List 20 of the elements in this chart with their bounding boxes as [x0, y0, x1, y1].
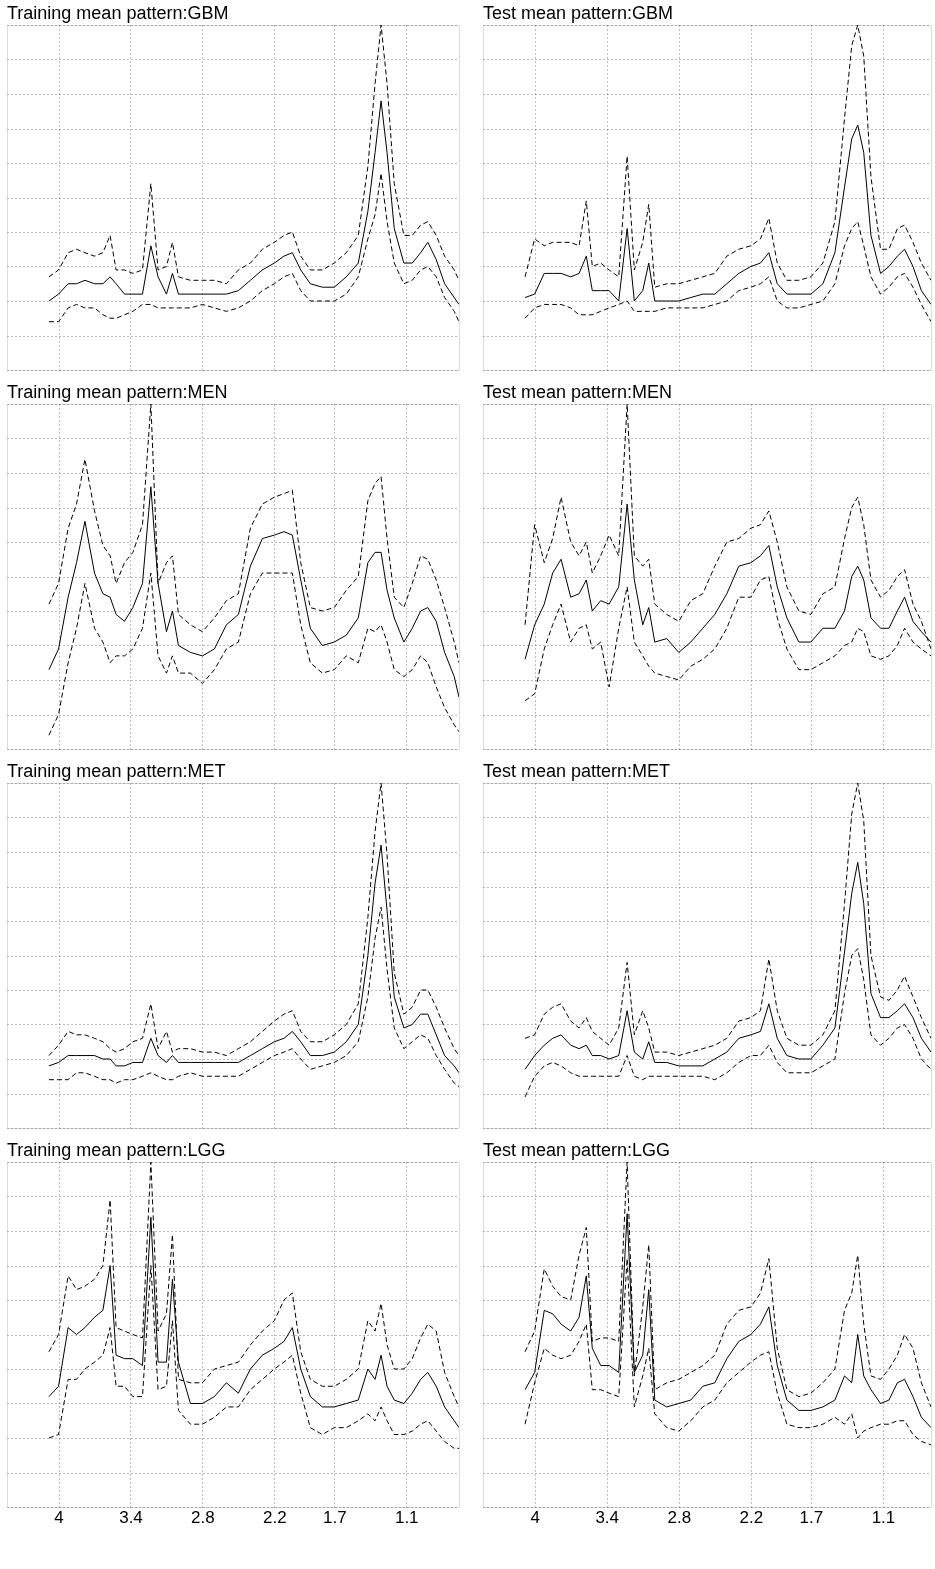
- x-tick-label: 3.4: [119, 1507, 143, 1527]
- chart-title: Test mean pattern:MEN: [483, 382, 673, 402]
- x-tick-label: 2.8: [191, 1507, 215, 1527]
- chart-title: Test mean pattern:LGG: [483, 1140, 671, 1160]
- x-tick-label: 3.4: [595, 1507, 620, 1527]
- x-tick-label: 2.8: [667, 1507, 692, 1527]
- chart-title: Test mean pattern:MET: [483, 761, 671, 781]
- chart-title: Training mean pattern:MEN: [7, 382, 228, 402]
- chart-title: Training mean pattern:MET: [7, 761, 226, 781]
- x-tick-label: 2.2: [263, 1507, 287, 1527]
- x-tick-label: 1.7: [799, 1507, 824, 1527]
- chart-title: Training mean pattern:GBM: [7, 3, 229, 23]
- x-tick-label: 2.2: [739, 1507, 764, 1527]
- chart-title: Test mean pattern:GBM: [483, 3, 674, 23]
- chart-title: Training mean pattern:LGG: [7, 1140, 226, 1160]
- x-tick-label: 4: [530, 1507, 540, 1527]
- x-tick-label: 1.1: [871, 1507, 896, 1527]
- x-tick-label: 1.1: [394, 1507, 419, 1527]
- x-tick-label: 1.7: [322, 1507, 347, 1527]
- x-tick-label: 4: [54, 1507, 64, 1527]
